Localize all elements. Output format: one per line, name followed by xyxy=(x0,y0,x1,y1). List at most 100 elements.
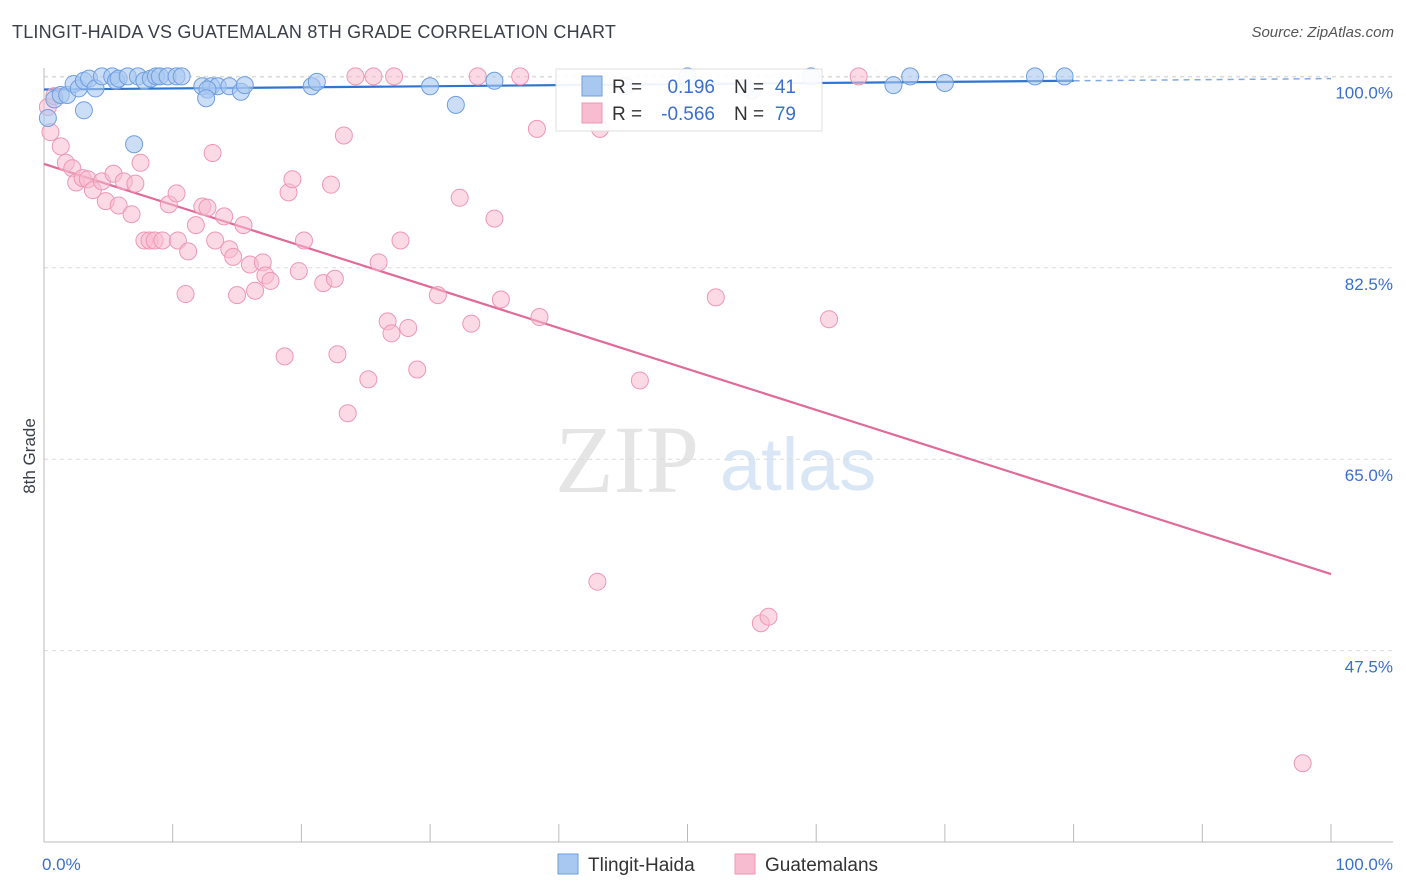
stats-n-label-2: N = xyxy=(734,104,764,125)
guatemalans-point xyxy=(176,285,195,304)
legend-swatch-guat xyxy=(734,853,756,875)
stats-r-value-2: -0.566 xyxy=(661,104,715,125)
y-tick-label: 65.0% xyxy=(1345,466,1393,485)
legend-label-tlingit: Tlingit-Haida xyxy=(588,855,695,876)
tlingit-haida-point xyxy=(197,89,216,108)
guatemalans-point xyxy=(511,67,530,86)
tlingit-haida-point xyxy=(935,73,954,92)
guatemalans-point xyxy=(167,184,186,203)
guatemalans-point xyxy=(168,231,187,250)
guatemalans-point xyxy=(206,231,225,250)
guatemalans-point xyxy=(294,231,313,250)
axes xyxy=(43,68,1393,843)
trendline-guatemalans xyxy=(43,162,1332,576)
guatemalans-point xyxy=(399,318,418,337)
tlingit-haida-point xyxy=(485,71,504,90)
guatemalans-point xyxy=(289,262,308,281)
stats-r-value-1: 0.196 xyxy=(667,77,715,98)
gridlines xyxy=(44,75,1393,652)
guatemalans-point xyxy=(198,198,217,217)
y-axis-label: 8th Grade xyxy=(20,418,39,494)
guatemalans-point xyxy=(153,231,172,250)
guatemalans-point xyxy=(179,242,198,261)
guatemalans-point xyxy=(385,67,404,86)
guatemalans-points xyxy=(38,67,1312,773)
guatemalans-point xyxy=(369,253,388,272)
stats-legend-swatch-guat xyxy=(581,102,603,124)
tlingit-haida-point xyxy=(421,77,440,96)
guatemalans-point xyxy=(122,205,141,224)
tlingit-haida-points xyxy=(38,67,1074,154)
tlingit-haida-point xyxy=(74,101,93,120)
guatemalans-point xyxy=(450,188,469,207)
chart-title: TLINGIT-HAIDA VS GUATEMALAN 8TH GRADE CO… xyxy=(12,22,617,42)
tlingit-haida-point xyxy=(125,135,144,154)
guatemalans-point xyxy=(1293,754,1312,773)
guatemalans-point xyxy=(588,572,607,591)
bottom-legend: Tlingit-Haida Guatemalans xyxy=(557,853,878,876)
watermark-zip: ZIP xyxy=(555,406,699,513)
guatemalans-point xyxy=(275,347,294,366)
tlingit-haida-point xyxy=(172,67,191,86)
watermark-atlas: atlas xyxy=(720,423,876,506)
tlingit-haida-point xyxy=(307,72,326,91)
guatemalans-point xyxy=(759,607,778,626)
y-tick-label: 82.5% xyxy=(1345,275,1393,294)
guatemalans-point xyxy=(322,175,341,194)
guatemalans-point xyxy=(346,67,365,86)
stats-n-value-2: 79 xyxy=(775,104,796,125)
stats-r-label-1: R = xyxy=(612,77,642,98)
trendline-tlingit-haida-extension xyxy=(1073,77,1332,82)
guatemalans-point xyxy=(630,371,649,390)
guatemalans-point xyxy=(224,247,243,266)
guatemalans-point xyxy=(428,286,447,305)
y-tick-label: 100.0% xyxy=(1335,83,1393,102)
stats-r-label-2: R = xyxy=(612,104,642,125)
stats-legend: R = 0.196 N = 41 R = -0.566 N = 79 xyxy=(555,68,823,132)
guatemalans-point xyxy=(527,119,546,138)
guatemalans-point xyxy=(215,207,234,226)
guatemalans-point xyxy=(820,310,839,329)
guatemalans-point xyxy=(706,288,725,307)
tlingit-haida-point xyxy=(235,76,254,95)
guatemalans-point xyxy=(109,196,128,215)
guatemalans-point xyxy=(203,143,222,162)
y-tick-labels: 47.5% 65.0% 82.5% 100.0% xyxy=(1335,83,1393,676)
guatemalans-point xyxy=(849,67,868,86)
guatemalans-point xyxy=(391,231,410,250)
guatemalans-point xyxy=(283,170,302,189)
guatemalans-point xyxy=(338,404,357,423)
guatemalans-point xyxy=(325,269,344,288)
tlingit-haida-point xyxy=(1025,67,1044,86)
guatemalans-point xyxy=(382,324,401,343)
guatemalans-point xyxy=(485,209,504,228)
guatemalans-point xyxy=(328,345,347,364)
guatemalans-point xyxy=(364,67,383,86)
tlingit-haida-point xyxy=(1055,67,1074,86)
stats-legend-swatch-tlingit xyxy=(581,75,603,97)
guatemalans-point xyxy=(51,137,70,156)
stats-n-value-1: 41 xyxy=(775,77,796,98)
guatemalans-point xyxy=(530,308,549,327)
guatemalans-point xyxy=(359,370,378,389)
x-tick-label-min: 0.0% xyxy=(42,855,81,874)
tlingit-haida-point xyxy=(901,67,920,86)
source-label: Source: ZipAtlas.com xyxy=(1251,24,1394,41)
guatemalans-point xyxy=(261,271,280,290)
x-tick-label-max: 100.0% xyxy=(1335,855,1393,874)
tlingit-haida-point xyxy=(446,95,465,114)
guatemalans-point xyxy=(228,286,247,305)
tlingit-haida-point xyxy=(884,76,903,95)
guatemalans-point xyxy=(334,126,353,145)
y-tick-label: 47.5% xyxy=(1345,658,1393,677)
guatemalans-point xyxy=(131,153,150,172)
guatemalans-point xyxy=(186,216,205,235)
guatemalans-point xyxy=(462,314,481,333)
guatemalans-point xyxy=(491,290,510,309)
guatemalans-point xyxy=(468,67,487,86)
guatemalans-point xyxy=(408,360,427,379)
tlingit-haida-point xyxy=(38,108,57,127)
guatemalans-point xyxy=(126,174,145,193)
legend-label-guat: Guatemalans xyxy=(765,855,878,876)
